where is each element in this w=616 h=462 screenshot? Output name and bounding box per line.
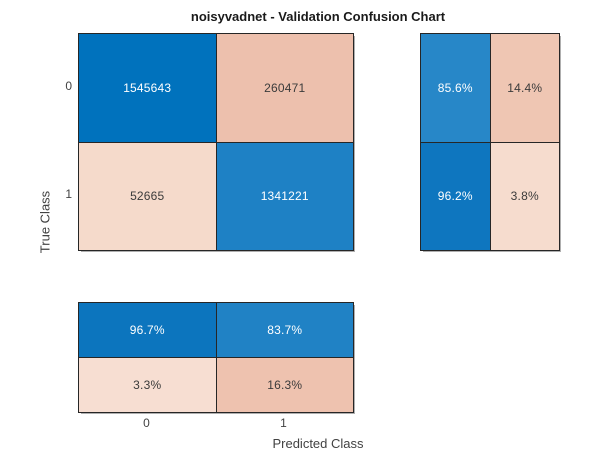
- column-summary-cell-correct-1: 83.7%: [216, 303, 353, 357]
- y-tick-0: 0: [65, 79, 72, 93]
- row-summary-cell-0-correct: 85.6%: [421, 34, 490, 142]
- column-summary-cell-incorrect-1: 16.3%: [216, 358, 353, 412]
- y-tick-1: 1: [65, 187, 72, 201]
- x-axis-label: Predicted Class: [272, 436, 364, 451]
- matrix-cell-1-0: 52665: [79, 142, 216, 250]
- column-summary-cell-incorrect-0: 3.3%: [79, 358, 216, 412]
- row-summary: 85.6% 14.4% 96.2% 3.8%: [420, 33, 560, 251]
- confusion-matrix: 1545643 260471 52665 1341221: [78, 33, 354, 251]
- row-summary-cell-0-incorrect: 14.4%: [490, 34, 559, 142]
- chart-title: noisyvadnet - Validation Confusion Chart: [190, 9, 446, 24]
- x-tick-0: 0: [143, 416, 150, 430]
- column-summary: 96.7% 83.7% 3.3% 16.3%: [78, 302, 354, 413]
- row-summary-cell-1-incorrect: 3.8%: [490, 142, 559, 250]
- column-summary-cell-correct-0: 96.7%: [79, 303, 216, 357]
- x-tick-1: 1: [280, 416, 287, 430]
- row-summary-cell-1-correct: 96.2%: [421, 142, 490, 250]
- matrix-cell-0-0: 1545643: [79, 34, 216, 142]
- matrix-cell-1-1: 1341221: [216, 142, 353, 250]
- matrix-cell-0-1: 260471: [216, 34, 353, 142]
